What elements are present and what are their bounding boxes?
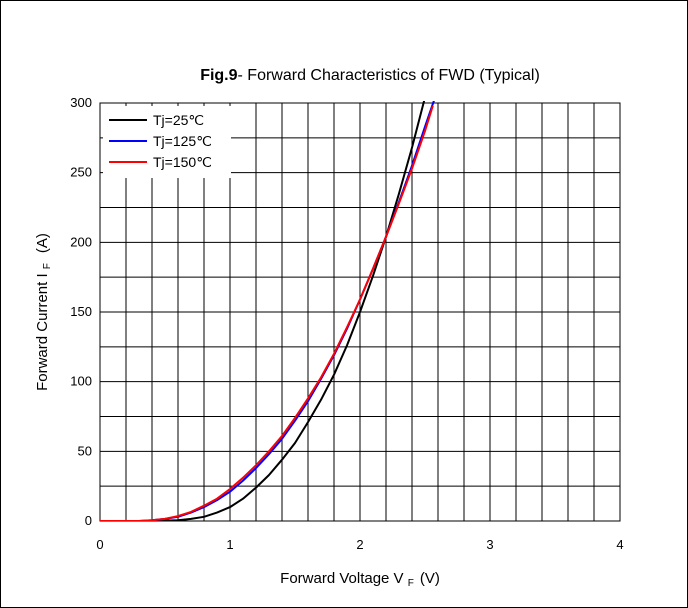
y-tick-label: 150: [70, 304, 92, 319]
y-tick-label: 250: [70, 165, 92, 180]
tick-labels: 0 1 2 3 4 0 50 100 150 200 250 300: [70, 95, 623, 552]
legend-label-2: Tj=125℃: [153, 133, 212, 149]
legend: Tj=25℃ Tj=125℃ Tj=150℃: [103, 106, 231, 178]
y-tick-label: 0: [85, 513, 92, 528]
x-axis-label: Forward Voltage V F (V): [280, 570, 440, 589]
y-axis-label-unit: (A): [34, 233, 51, 253]
x-axis-label-unit: (V): [420, 570, 440, 587]
x-tick-label: 1: [226, 537, 233, 552]
y-tick-label: 200: [70, 234, 92, 249]
series-layer: [100, 101, 435, 521]
y-tick-label: 50: [78, 443, 92, 458]
y-axis-label-sub: F: [42, 263, 53, 269]
series-line-3: [100, 105, 434, 521]
legend-label-1: Tj=25℃: [153, 112, 204, 128]
y-tick-label: 100: [70, 374, 92, 389]
chart-title-rest: - Forward Characteristics of FWD (Typica…: [238, 67, 540, 84]
y-axis-label: Forward Current I F (A): [34, 233, 53, 391]
legend-label-3: Tj=150℃: [153, 154, 212, 170]
x-tick-label: 2: [356, 537, 363, 552]
chart-title-bold: Fig.9: [200, 67, 237, 84]
y-axis-label-main: Forward Current I: [34, 273, 51, 391]
x-tick-label: 3: [486, 537, 493, 552]
plot-area: [99, 102, 621, 522]
x-axis-label-main: Forward Voltage V: [280, 570, 403, 587]
y-tick-label: 300: [70, 95, 92, 110]
x-axis-label-sub: F: [408, 578, 414, 589]
x-tick-label: 0: [96, 537, 103, 552]
x-tick-label: 4: [616, 537, 623, 552]
series-line-1: [100, 101, 426, 521]
chart-title: Fig.9- Forward Characteristics of FWD (T…: [200, 67, 540, 84]
